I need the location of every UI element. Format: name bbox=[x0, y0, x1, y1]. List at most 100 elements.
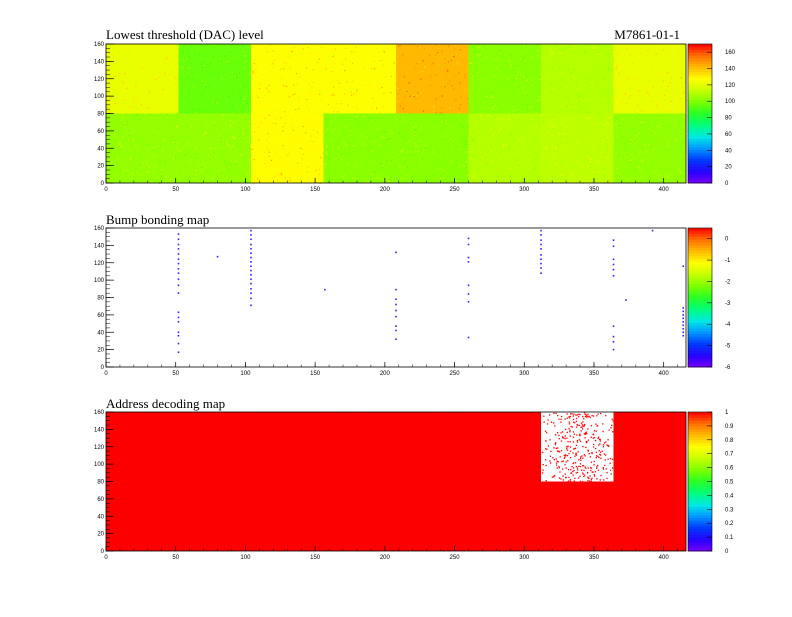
colorbar-band bbox=[688, 289, 712, 293]
noise-pixel bbox=[149, 120, 151, 122]
noise-pixel bbox=[496, 118, 498, 120]
noise-pixel bbox=[144, 113, 146, 115]
data-point bbox=[682, 324, 685, 327]
noise-pixel bbox=[256, 76, 259, 79]
noise-pixel bbox=[294, 135, 296, 137]
noise-pixel bbox=[168, 171, 170, 173]
noise-pixel bbox=[331, 70, 333, 73]
colorbar-band bbox=[688, 528, 712, 532]
noise-pixel bbox=[371, 174, 373, 176]
noise-pixel bbox=[240, 181, 242, 183]
noise-pixel bbox=[408, 107, 411, 109]
noise-pixel bbox=[636, 160, 638, 163]
noise-pixel bbox=[309, 84, 311, 87]
noise-pixel bbox=[195, 105, 197, 107]
noise-pixel bbox=[474, 148, 476, 150]
noise-pixel bbox=[618, 89, 620, 91]
noise-pixel bbox=[599, 451, 602, 453]
colorbar-band bbox=[688, 448, 712, 452]
noise-pixel bbox=[342, 63, 344, 65]
noise-pixel bbox=[658, 175, 660, 177]
noise-pixel bbox=[200, 58, 202, 60]
noise-pixel bbox=[574, 422, 576, 424]
noise-pixel bbox=[115, 58, 117, 60]
noise-pixel bbox=[360, 148, 363, 150]
noise-pixel bbox=[332, 148, 334, 150]
noise-pixel bbox=[193, 86, 195, 88]
noise-pixel bbox=[514, 65, 516, 67]
noise-pixel bbox=[405, 60, 407, 62]
noise-pixel bbox=[306, 104, 308, 106]
noise-pixel bbox=[590, 469, 592, 472]
noise-pixel bbox=[584, 466, 586, 468]
noise-pixel bbox=[580, 180, 582, 183]
noise-pixel bbox=[667, 176, 669, 178]
colorbar-band bbox=[688, 434, 712, 438]
x-tick-label: 300 bbox=[519, 187, 530, 193]
noise-pixel bbox=[349, 60, 351, 62]
noise-pixel bbox=[413, 96, 415, 98]
noise-pixel bbox=[473, 99, 476, 101]
noise-pixel bbox=[512, 80, 514, 82]
noise-pixel bbox=[142, 125, 144, 128]
data-point bbox=[177, 243, 180, 246]
colorbar-band bbox=[688, 99, 712, 103]
noise-pixel bbox=[535, 136, 537, 139]
noise-pixel bbox=[496, 181, 498, 184]
noise-pixel bbox=[252, 69, 254, 71]
colorbar-band bbox=[688, 517, 712, 521]
colorbar-band bbox=[688, 66, 712, 70]
noise-pixel bbox=[594, 471, 597, 473]
data-point bbox=[540, 258, 542, 261]
noise-pixel bbox=[334, 48, 336, 50]
noise-pixel bbox=[128, 53, 130, 55]
noise-pixel bbox=[681, 152, 683, 154]
noise-pixel bbox=[475, 169, 477, 171]
noise-pixel bbox=[183, 166, 185, 168]
noise-pixel bbox=[592, 437, 594, 439]
noise-pixel bbox=[351, 138, 354, 140]
noise-pixel bbox=[668, 110, 670, 113]
noise-pixel bbox=[106, 93, 108, 95]
noise-pixel bbox=[226, 163, 228, 165]
data-point bbox=[395, 251, 397, 254]
colorbar-band bbox=[688, 174, 712, 178]
data-point bbox=[177, 284, 180, 287]
noise-pixel bbox=[534, 155, 536, 157]
colorbar-band bbox=[688, 437, 712, 441]
noise-pixel bbox=[257, 146, 259, 148]
noise-pixel bbox=[186, 115, 188, 117]
noise-pixel bbox=[291, 118, 293, 120]
noise-pixel bbox=[456, 115, 459, 117]
noise-pixel bbox=[121, 146, 123, 148]
x-tick-label: 0 bbox=[104, 555, 108, 561]
y-tick-label: 160 bbox=[94, 410, 105, 416]
noise-pixel bbox=[490, 96, 492, 99]
noise-pixel bbox=[234, 163, 236, 165]
colorbar-band bbox=[688, 46, 712, 50]
noise-pixel bbox=[126, 54, 128, 57]
colorbar-frame bbox=[687, 227, 713, 368]
noise-pixel bbox=[620, 158, 622, 160]
noise-pixel bbox=[546, 423, 549, 425]
noise-pixel bbox=[649, 95, 651, 98]
noise-pixel bbox=[244, 46, 247, 48]
noise-pixel bbox=[446, 76, 448, 78]
noise-pixel bbox=[576, 434, 578, 436]
noise-pixel bbox=[166, 116, 169, 119]
noise-pixel bbox=[121, 80, 124, 82]
noise-pixel bbox=[666, 72, 668, 74]
noise-pixel bbox=[455, 99, 457, 101]
noise-pixel bbox=[653, 148, 655, 150]
noise-pixel bbox=[558, 178, 561, 180]
noise-pixel bbox=[624, 93, 626, 95]
noise-pixel bbox=[153, 92, 155, 94]
colorbar-band bbox=[688, 121, 712, 126]
noise-pixel bbox=[477, 51, 479, 53]
noise-pixel bbox=[548, 79, 550, 81]
noise-pixel bbox=[592, 155, 595, 157]
noise-pixel bbox=[553, 476, 555, 478]
noise-pixel bbox=[256, 167, 258, 169]
noise-pixel bbox=[254, 58, 256, 60]
colorbar-band bbox=[688, 487, 712, 491]
